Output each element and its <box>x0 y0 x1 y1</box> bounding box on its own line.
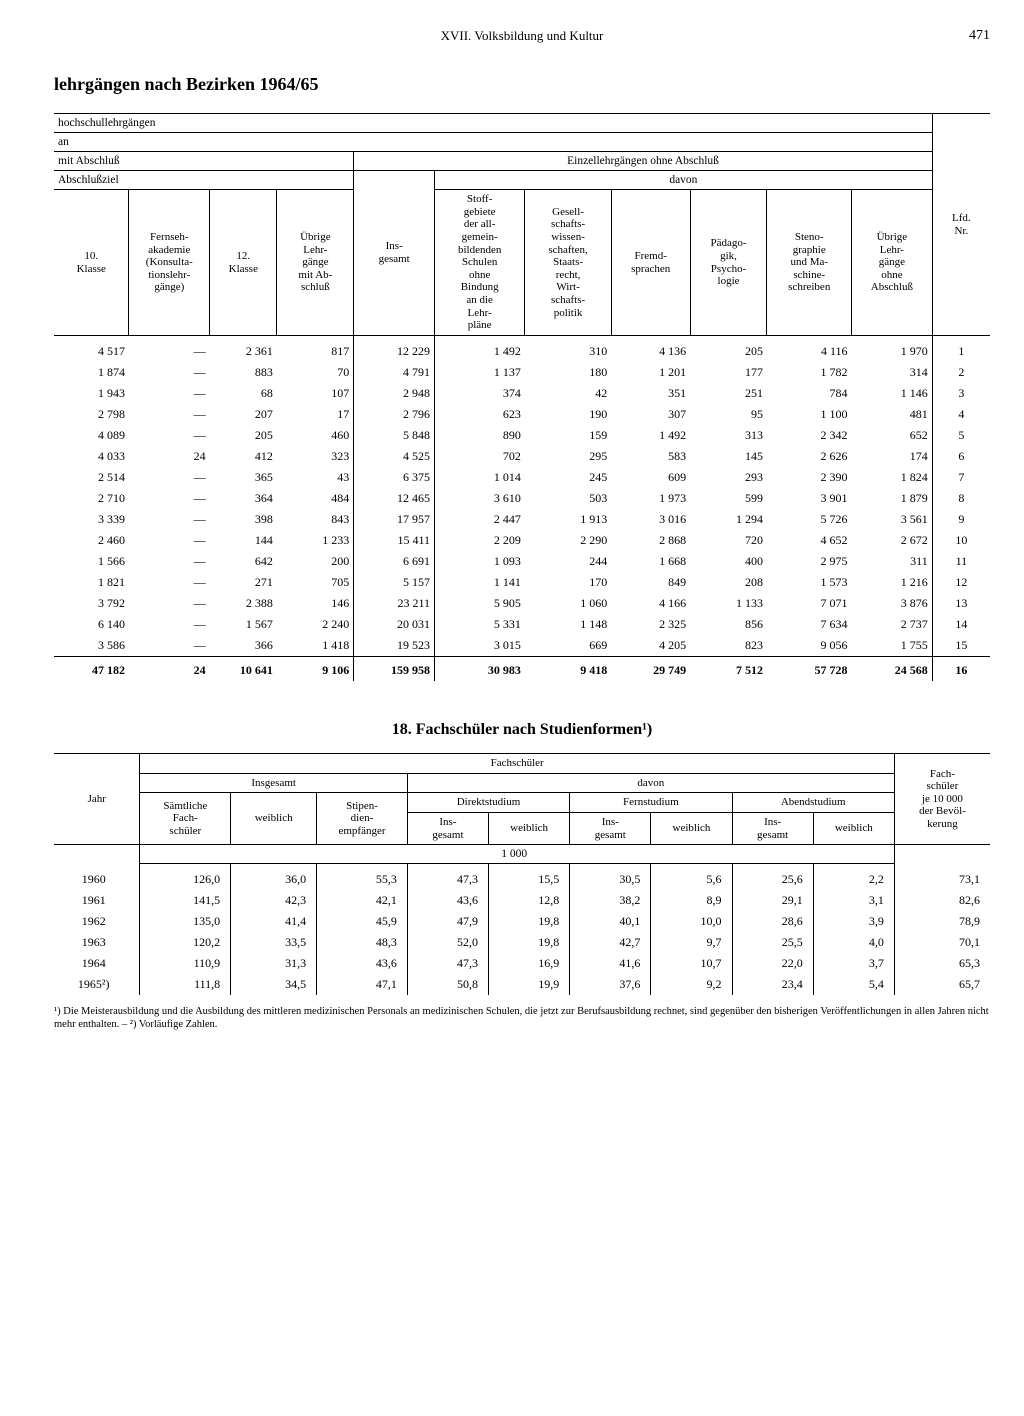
footnote: ¹) Die Meisterausbildung und die Ausbild… <box>54 1005 990 1031</box>
chapter-title: XVII. Volksbildung und Kultur <box>441 28 604 43</box>
table-row: 4 033244123234 5257022955831452 6261746 <box>54 446 990 467</box>
table-row: 1961141,542,342,143,612,838,28,929,13,18… <box>54 890 990 911</box>
page-number: 471 <box>969 28 990 44</box>
table-row: 1960126,036,055,347,315,530,55,625,62,27… <box>54 864 990 891</box>
table-row: 3 586—3661 41819 5233 0156694 2058239 05… <box>54 635 990 657</box>
table-row: 4 517—2 36181712 2291 4923104 1362054 11… <box>54 336 990 363</box>
table1-title: lehrgängen nach Bezirken 1964/65 <box>54 74 990 95</box>
table-row: 1 943—681072 948374423512517841 1463 <box>54 383 990 404</box>
table-row: 2 460—1441 23315 4112 2092 2902 8687204 … <box>54 530 990 551</box>
table-row: 1965²)111,834,547,150,819,937,69,223,45,… <box>54 974 990 995</box>
table-row: 2 710—36448412 4653 6105031 9735993 9011… <box>54 488 990 509</box>
table-row: 1 874—883704 7911 1371801 2011771 782314… <box>54 362 990 383</box>
running-head: XVII. Volksbildung und Kultur 471 <box>54 28 990 44</box>
table-row: 1962135,041,445,947,919,840,110,028,63,9… <box>54 911 990 932</box>
table-row: 1964110,931,343,647,316,941,610,722,03,7… <box>54 953 990 974</box>
table-row-total: 47 1822410 6419 106159 95830 9839 41829 … <box>54 657 990 682</box>
table-row: 6 140—1 5672 24020 0315 3311 1482 325856… <box>54 614 990 635</box>
table-row: 1 566—6422006 6911 0932441 6684002 97531… <box>54 551 990 572</box>
table-row: 4 089—2054605 8488901591 4923132 3426525 <box>54 425 990 446</box>
table-fachschueler: Jahr Fachschüler Fach-schülerje 10 000de… <box>54 753 990 995</box>
table-row: 1 821—2717055 1571 1411708492081 5731 21… <box>54 572 990 593</box>
table-row: 2 798—207172 796623190307951 1004814 <box>54 404 990 425</box>
table-row: 3 792—2 38814623 2115 9051 0604 1661 133… <box>54 593 990 614</box>
table-row: 2 514—365436 3751 0142456092932 3901 824… <box>54 467 990 488</box>
table-lehrgaenge: hochschullehrgängenLfd.Nr. an mit Abschl… <box>54 113 990 681</box>
table2-title: 18. Fachschüler nach Studienformen¹) <box>54 721 990 739</box>
table-row: 1963120,233,548,352,019,842,79,725,54,07… <box>54 932 990 953</box>
table-row: 3 339—39884317 9572 4471 9133 0161 2945 … <box>54 509 990 530</box>
